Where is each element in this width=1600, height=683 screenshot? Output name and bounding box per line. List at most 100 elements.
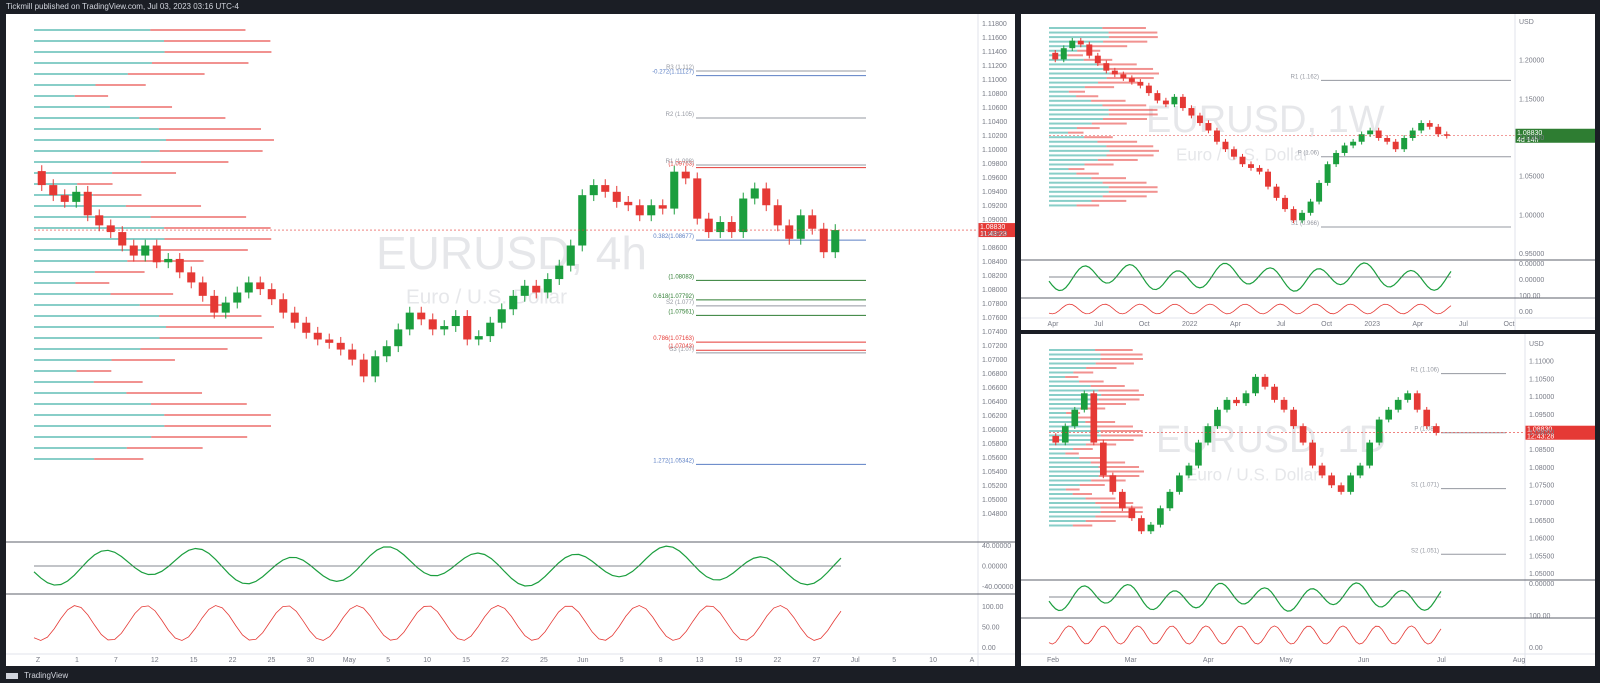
volume-profile-down-bar	[1098, 398, 1140, 401]
price-axis-tick: 1.05800	[982, 441, 1007, 448]
volume-profile-up-bar	[1049, 367, 1087, 369]
volume-profile-down-bar	[1108, 31, 1158, 34]
candle-body	[693, 178, 702, 219]
volume-profile-up-bar	[1049, 425, 1096, 428]
volume-profile-down-bar	[151, 436, 248, 438]
price-axis-tick: 1.06000	[1529, 536, 1554, 543]
volume-profile-up-bar	[1049, 131, 1068, 134]
volume-profile-up-bar	[34, 194, 94, 196]
volume-profile-down-bar	[165, 326, 274, 328]
volume-profile-up-bar	[1049, 190, 1109, 193]
candle-body	[1401, 138, 1408, 150]
candle-body	[152, 245, 161, 263]
volume-profile-up-bar	[1049, 488, 1066, 491]
candle-body	[1290, 209, 1297, 221]
time-axis-tick: 7	[114, 657, 118, 664]
volume-profile-up-bar	[1049, 362, 1096, 365]
volume-profile-up-bar	[34, 84, 96, 86]
volume-profile-up-bar	[1049, 520, 1086, 522]
time-axis-tick: 25	[268, 657, 276, 664]
time-axis-tick: 1	[75, 657, 79, 664]
volume-profile-up-bar	[1049, 461, 1091, 464]
price-axis-tick: 1.07500	[1529, 483, 1554, 490]
level-label: (1.09763)	[668, 162, 694, 168]
tradingview-logo-icon	[6, 672, 18, 679]
volume-profile-down-bar	[1076, 172, 1099, 175]
candle-body	[1231, 149, 1237, 157]
candle-body	[1299, 212, 1306, 221]
volume-profile-up-bar	[34, 381, 94, 383]
time-axis-tick: 15	[462, 657, 470, 664]
volume-profile-up-bar	[1049, 380, 1080, 383]
time-axis-tick: May	[343, 657, 357, 664]
price-axis-tick: 1.10000	[982, 147, 1007, 154]
volume-profile-down-bar	[1079, 457, 1105, 459]
volume-profile-down-bar	[75, 282, 110, 284]
time-axis-tick: 22	[774, 657, 782, 664]
volume-profile-up-bar	[34, 73, 128, 75]
candle-body	[785, 225, 794, 239]
candle-body	[612, 191, 621, 202]
price-axis-tick: 1.05000	[982, 497, 1007, 504]
candle-body	[1204, 426, 1212, 443]
price-axis-tick: 1.08500	[1529, 447, 1554, 454]
volume-profile-down-bar	[1102, 195, 1147, 198]
price-axis-tick: 1.05500	[1529, 553, 1554, 560]
time-axis-tick: Jul	[851, 657, 860, 664]
volume-profile-down-bar	[1100, 353, 1143, 356]
time-axis-tick: 2023	[1364, 321, 1380, 328]
volume-profile-up-bar	[1049, 63, 1098, 66]
candle-body	[474, 336, 483, 340]
candle-body	[1222, 141, 1229, 150]
volume-profile-up-bar	[1049, 163, 1085, 166]
level-label: R1 (1.162)	[1291, 74, 1319, 80]
candle-body	[1404, 393, 1412, 400]
price-axis-tick: 1.11800	[982, 21, 1007, 28]
candle-body	[1375, 130, 1382, 138]
volume-profile-down-bar	[1106, 154, 1154, 157]
candle-body	[1273, 186, 1280, 198]
price-axis-tick: 1.10000	[1519, 135, 1544, 142]
volume-profile-up-bar	[1049, 470, 1102, 473]
volume-profile-down-bar	[1095, 349, 1133, 351]
candle-body	[1413, 393, 1421, 410]
volume-profile-down-bar	[1102, 118, 1148, 120]
candle-body	[555, 265, 564, 280]
time-axis-tick: Oct	[1321, 321, 1332, 328]
level-label: R1 (1.098)	[666, 159, 694, 165]
time-axis-tick: Jul	[1277, 321, 1286, 328]
volume-profile-down-bar	[109, 106, 173, 108]
volume-profile-up-bar	[1049, 149, 1110, 152]
candle-body	[509, 295, 518, 310]
volume-profile-up-bar	[1049, 127, 1077, 130]
volume-profile-up-bar	[1049, 421, 1086, 423]
price-axis-tick: 1.06400	[982, 399, 1007, 406]
daily-chart-panel[interactable]: EURUSD, 1D Euro / U.S. Dollar R1 (1.106) P …	[1021, 334, 1595, 666]
volume-profile-up-bar	[1049, 40, 1104, 43]
candle-body	[1299, 426, 1307, 443]
candle-body	[739, 198, 748, 233]
candle-body	[72, 191, 81, 202]
candle-body	[1090, 393, 1098, 443]
level-label: S1 (0.966)	[1291, 221, 1319, 227]
volume-profile-up-bar	[34, 359, 112, 361]
volume-profile-down-bar	[93, 381, 143, 383]
level-label: R3 (1.112)	[666, 65, 694, 71]
volume-profile-down-bar	[1091, 403, 1126, 405]
volume-profile-down-bar	[1065, 376, 1079, 378]
oscillator-axis-tick: 0.00000	[982, 563, 1007, 570]
volume-profile-down-bar	[1097, 63, 1137, 66]
level-label: S3 (1.07)	[669, 347, 694, 353]
time-axis-tick: Apr	[1048, 321, 1060, 328]
price-axis-tick: 1.07600	[982, 315, 1007, 322]
volume-profile-up-bar	[1049, 99, 1092, 102]
time-axis-tick: Jun	[577, 657, 588, 664]
main-chart-panel[interactable]: EURUSD, 4h Euro / U.S. Dollar -0.272(1.111…	[6, 14, 1015, 666]
candle-body	[1176, 475, 1183, 492]
candle-body	[279, 299, 288, 313]
candle-body	[1385, 409, 1393, 420]
volume-profile-up-bar	[1049, 511, 1101, 513]
volume-profile-down-bar	[1106, 67, 1154, 70]
candle-body	[440, 326, 449, 330]
